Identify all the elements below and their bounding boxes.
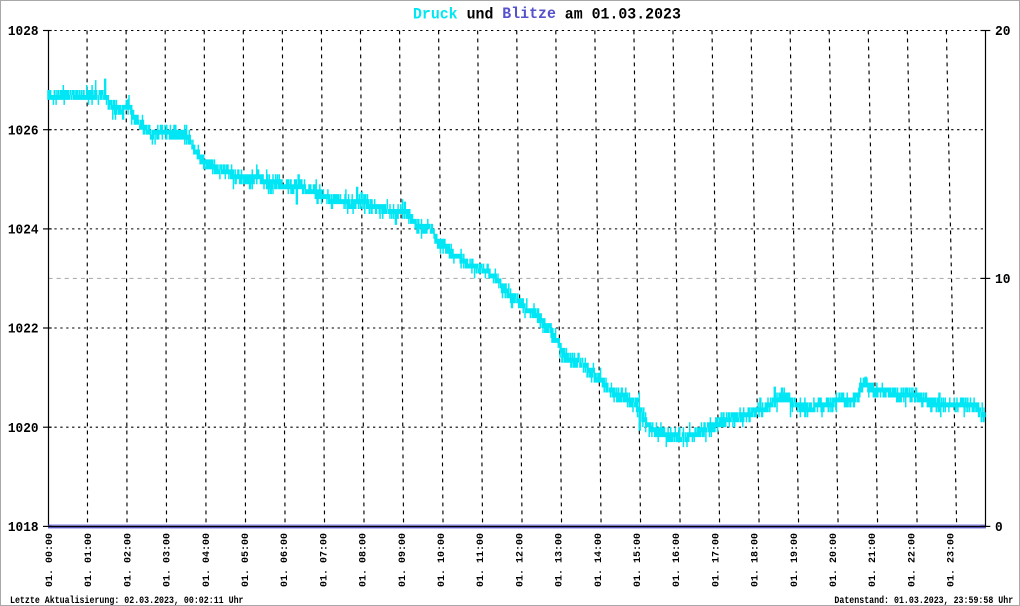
svg-text:01. 12:00: 01. 12:00 <box>515 533 526 587</box>
svg-text:0: 0 <box>995 520 1003 536</box>
svg-text:01. 13:00: 01. 13:00 <box>555 533 566 587</box>
svg-text:01. 14:00: 01. 14:00 <box>594 533 605 587</box>
svg-text:01. 23:00: 01. 23:00 <box>947 533 958 587</box>
svg-text:01. 18:00: 01. 18:00 <box>751 533 762 587</box>
svg-text:1026: 1026 <box>8 123 39 139</box>
svg-text:01. 22:00: 01. 22:00 <box>907 533 918 587</box>
svg-text:01. 06:00: 01. 06:00 <box>280 533 291 587</box>
svg-text:Letzte Aktualisierung: 02.03.2: Letzte Aktualisierung: 02.03.2023, 00:02… <box>10 595 244 606</box>
svg-text:01. 09:00: 01. 09:00 <box>398 533 409 587</box>
svg-text:01. 15:00: 01. 15:00 <box>633 533 644 587</box>
svg-text:01. 04:00: 01. 04:00 <box>202 533 213 587</box>
svg-text:10: 10 <box>995 272 1011 288</box>
svg-text:1018: 1018 <box>8 520 39 536</box>
svg-text:01. 00:00: 01. 00:00 <box>45 533 56 587</box>
svg-text:01. 08:00: 01. 08:00 <box>359 533 370 587</box>
svg-text:1024: 1024 <box>8 223 39 239</box>
svg-text:Datenstand: 01.03.2023, 23:59:: Datenstand: 01.03.2023, 23:59:58 Uhr <box>834 595 1013 606</box>
svg-text:01. 10:00: 01. 10:00 <box>437 533 448 587</box>
svg-text:01. 21:00: 01. 21:00 <box>868 533 879 587</box>
svg-text:01. 19:00: 01. 19:00 <box>790 533 801 587</box>
svg-text:01. 11:00: 01. 11:00 <box>476 533 487 587</box>
svg-text:01. 20:00: 01. 20:00 <box>829 533 840 587</box>
svg-text:01. 16:00: 01. 16:00 <box>672 533 683 587</box>
svg-text:1028: 1028 <box>8 24 39 40</box>
svg-text:01. 07:00: 01. 07:00 <box>319 533 330 587</box>
svg-text:1020: 1020 <box>8 421 39 437</box>
svg-text:und: und <box>467 5 494 23</box>
svg-text:01. 05:00: 01. 05:00 <box>241 533 252 587</box>
svg-text:Blitze: Blitze <box>502 5 556 23</box>
svg-text:20: 20 <box>995 24 1011 40</box>
svg-text:01. 17:00: 01. 17:00 <box>711 533 722 587</box>
svg-text:01. 01:00: 01. 01:00 <box>84 533 95 587</box>
svg-text:01. 03:00: 01. 03:00 <box>163 533 174 587</box>
svg-text:am 01.03.2023: am 01.03.2023 <box>565 5 681 23</box>
svg-text:Druck: Druck <box>413 5 458 23</box>
svg-text:01. 02:00: 01. 02:00 <box>123 533 134 587</box>
svg-text:1022: 1022 <box>8 322 39 338</box>
